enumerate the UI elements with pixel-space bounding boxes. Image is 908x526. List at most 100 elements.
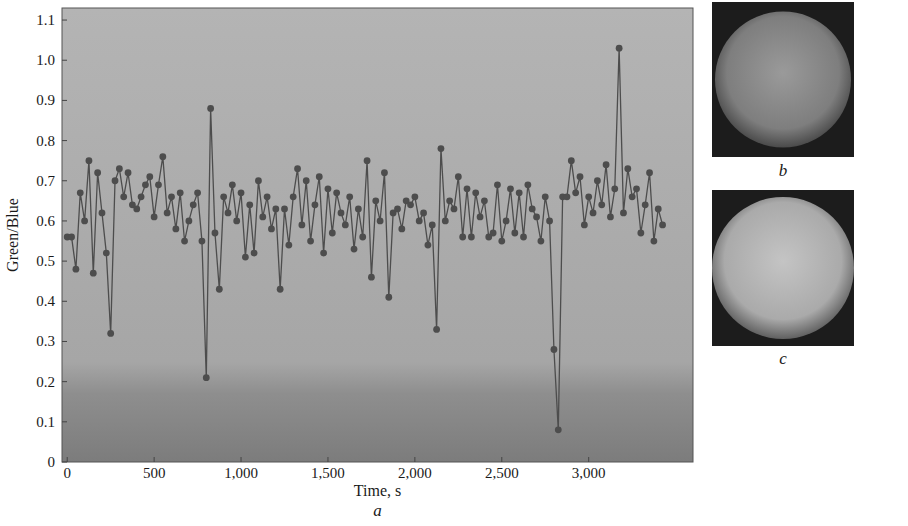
data-point [507,185,514,192]
x-tick-label: 1,000 [224,465,258,481]
data-point [246,201,253,208]
y-tick [62,60,67,61]
y-tick [62,180,67,181]
data-point [94,169,101,176]
data-point [646,169,653,176]
data-point [68,234,75,241]
data-point [472,189,479,196]
data-point [285,242,292,249]
plot-frame [62,8,693,462]
data-point [533,214,540,221]
data-point [603,161,610,168]
photo-disc [712,197,854,339]
data-point [346,193,353,200]
data-point [490,230,497,237]
data-point [568,157,575,164]
data-point [90,270,97,277]
y-tick-label: 1.1 [36,12,55,28]
data-point [312,201,319,208]
data-point [377,218,384,225]
data-point [151,214,158,221]
data-point [381,169,388,176]
data-point [442,218,449,225]
data-point [259,214,266,221]
y-tick-label: 0.7 [36,173,55,189]
data-point [81,218,88,225]
y-tick-label: 0.3 [36,333,55,349]
data-point [212,230,219,237]
data-point [272,205,279,212]
data-point [255,177,262,184]
data-point [294,165,301,172]
data-point [177,189,184,196]
figure: 00.10.20.30.40.50.60.70.80.91.01.105001,… [0,0,908,526]
data-point [86,157,93,164]
data-point [585,193,592,200]
data-point [264,193,271,200]
data-point [394,205,401,212]
data-point [155,181,162,188]
y-tick [62,220,67,221]
data-point [73,266,80,273]
data-point [159,153,166,160]
plot-background [62,8,693,462]
data-point [655,205,662,212]
data-point [481,197,488,204]
data-point [194,189,201,196]
x-tick-label: 2,500 [485,465,519,481]
y-tick [62,421,67,422]
data-point [524,181,531,188]
data-point [199,238,206,245]
data-point [542,193,549,200]
data-point [498,238,505,245]
data-point [429,222,436,229]
y-tick [62,381,67,382]
y-tick-label: 0.2 [36,374,55,390]
data-point [368,274,375,281]
data-point [546,218,553,225]
data-point [611,185,618,192]
data-point [572,189,579,196]
data-point [433,326,440,333]
data-point [190,201,197,208]
data-point [320,250,327,257]
photo-disc [715,12,851,148]
x-tick [588,457,589,462]
data-point [225,210,232,217]
data-point [77,189,84,196]
data-point [620,210,627,217]
data-point [468,234,475,241]
data-point [281,205,288,212]
data-point [459,234,466,241]
data-point [398,226,405,233]
data-point [494,181,501,188]
data-point [420,210,427,217]
y-tick-label: 0.8 [36,133,55,149]
data-point [233,218,240,225]
y-tick-label: 0.4 [36,293,55,309]
data-point [112,177,119,184]
data-point [216,286,223,293]
data-point [229,181,236,188]
data-point [138,193,145,200]
panel-label: a [373,501,382,520]
data-point [207,105,214,112]
y-tick-label: 0 [48,454,56,470]
data-point [181,238,188,245]
data-point [551,346,558,353]
data-point [307,238,314,245]
data-point [477,214,484,221]
photo-frame [712,2,854,157]
data-point [385,294,392,301]
data-point [416,218,423,225]
data-point [537,238,544,245]
x-tick-label: 500 [143,465,166,481]
x-tick [414,457,415,462]
x-tick [327,457,328,462]
y-tick-label: 0.6 [36,213,55,229]
data-point [303,177,310,184]
x-tick [154,457,155,462]
data-point [146,173,153,180]
data-point [185,218,192,225]
data-point [594,177,601,184]
